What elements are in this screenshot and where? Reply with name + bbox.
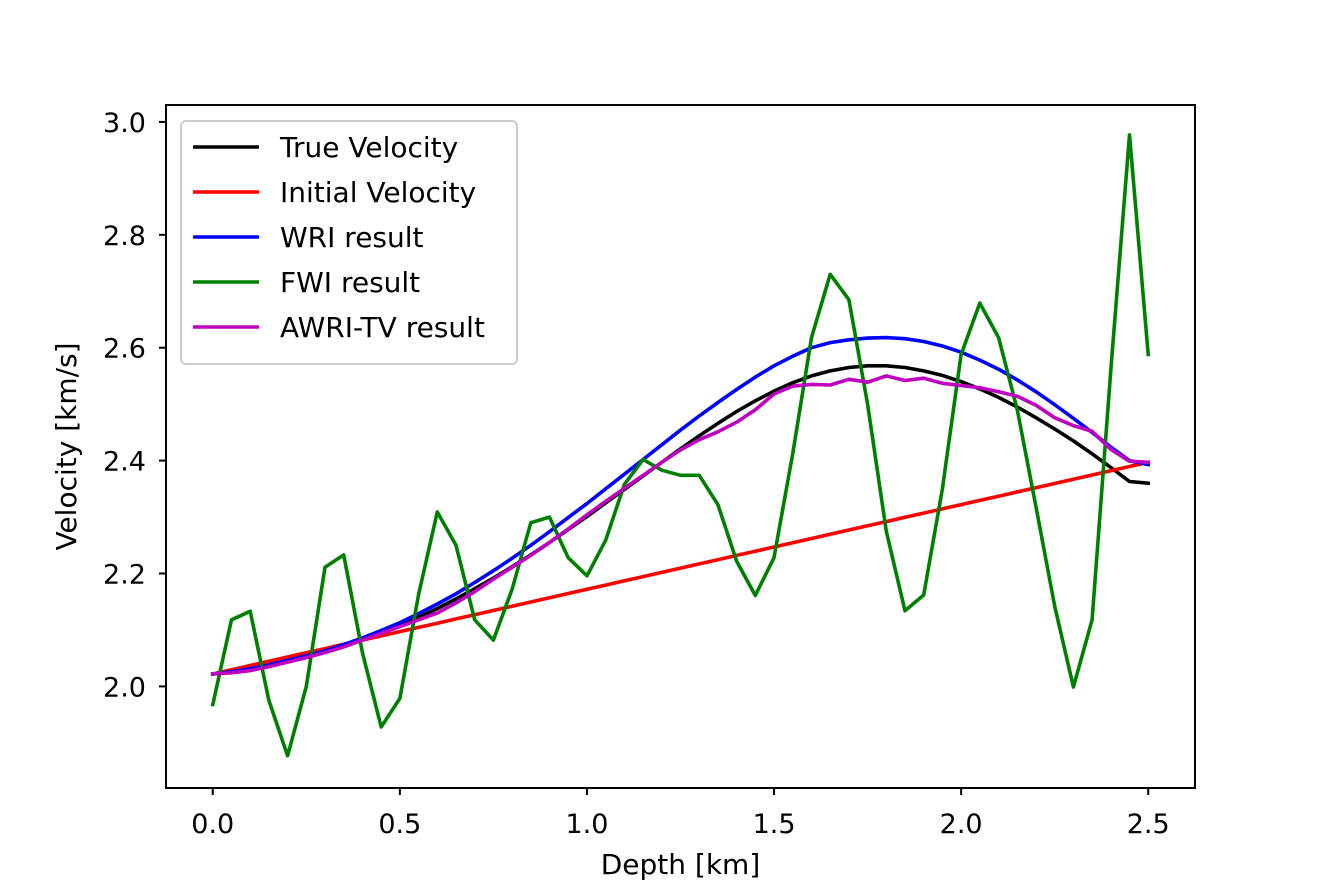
x-tick-label: 0.5 [378,809,421,840]
legend-entry: AWRI-TV result [193,311,485,344]
legend-box [180,120,518,365]
y-tick-label: 2.6 [103,334,146,365]
x-tick-label: 1.0 [565,809,608,840]
plot-frame [165,104,1196,789]
legend: True Velocity Initial Velocity WRI result F… [180,120,518,365]
x-tick-label: 2.5 [1127,809,1170,840]
legend-label: WRI result [280,221,424,254]
legend-entry: WRI result [193,221,424,254]
x-axis-label: Depth [km] [601,848,761,881]
legend-entry: True Velocity [193,131,458,164]
legend-label: True Velocity [279,131,458,164]
series-line-2 [210,335,1151,677]
y-tick-label: 2.8 [103,221,146,252]
x-tick-label: 2.0 [940,809,983,840]
series-line-3 [210,133,1151,758]
series-line-4 [210,374,1151,676]
series-layer [210,133,1151,758]
y-axis-label: Velocity [km/s] [50,342,83,550]
y-tick-label: 3.0 [103,108,146,139]
y-axis-ticks: 2.0 2.2 2.4 2.6 2.8 3.0 [103,108,166,703]
y-tick-label: 2.0 [103,672,146,703]
legend-entries: True Velocity Initial Velocity WRI result F… [193,131,485,344]
x-axis-ticks: 0.0 0.5 1.0 1.5 2.0 2.5 [191,788,1170,840]
legend-entry: Initial Velocity [193,176,476,209]
legend-label: FWI result [280,266,420,299]
x-tick-label: 1.5 [753,809,796,840]
legend-entry: FWI result [193,266,420,299]
legend-label: Initial Velocity [280,176,476,209]
legend-label: AWRI-TV result [280,311,485,344]
x-tick-label: 0.0 [191,809,234,840]
y-tick-label: 2.4 [103,447,146,478]
y-tick-label: 2.2 [103,560,146,591]
